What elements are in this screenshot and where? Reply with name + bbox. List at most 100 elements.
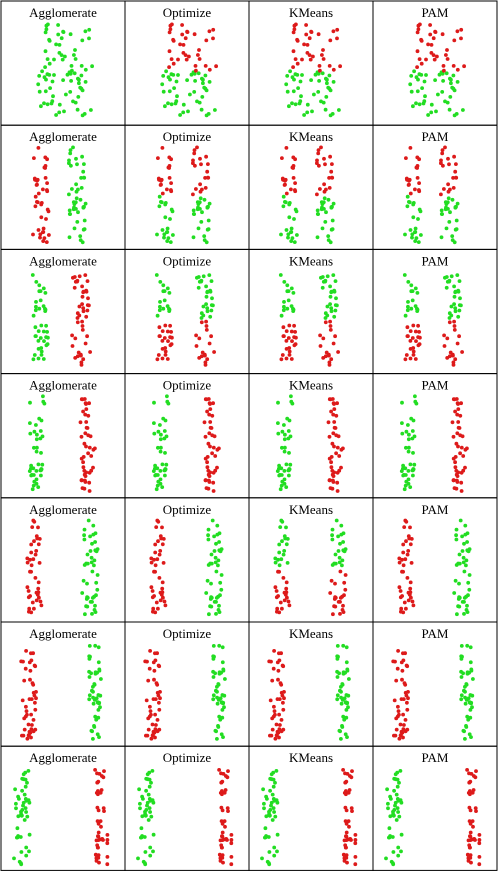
- point-green: [411, 201, 416, 205]
- point-red: [156, 606, 160, 611]
- point-green: [462, 541, 466, 546]
- point-green: [37, 289, 42, 294]
- point-green: [207, 273, 212, 277]
- point-red: [394, 678, 399, 683]
- point-red: [81, 409, 85, 414]
- point-green: [263, 826, 268, 831]
- point-green: [463, 695, 467, 700]
- point-red: [151, 609, 155, 614]
- point-red: [401, 651, 405, 656]
- point-red: [332, 407, 337, 411]
- point-green: [279, 232, 283, 237]
- point-red: [43, 176, 48, 180]
- point-green: [305, 102, 310, 107]
- point-green: [158, 469, 163, 473]
- point-green: [408, 462, 413, 467]
- point-green: [75, 162, 79, 167]
- point-red: [206, 441, 211, 446]
- point-red: [222, 819, 227, 823]
- point-red: [29, 550, 34, 555]
- point-green: [458, 296, 462, 301]
- point-red: [456, 444, 460, 449]
- point-red: [317, 163, 321, 168]
- point-red: [153, 563, 158, 568]
- point-red: [404, 156, 408, 161]
- panel-title: PAM: [422, 5, 449, 20]
- point-green: [219, 547, 224, 551]
- point-green: [207, 201, 212, 206]
- point-green: [332, 314, 337, 319]
- point-green: [37, 306, 42, 311]
- point-red: [29, 542, 34, 547]
- point-green: [445, 100, 450, 105]
- point-green: [33, 325, 38, 330]
- point-red: [455, 401, 460, 405]
- point-green: [76, 187, 80, 192]
- point-green: [92, 594, 96, 599]
- point-red: [170, 335, 174, 340]
- point-green: [411, 104, 415, 109]
- point-green: [92, 682, 97, 687]
- point-green: [136, 856, 140, 861]
- point-red: [153, 550, 158, 555]
- point-red: [454, 175, 459, 180]
- point-green: [43, 30, 48, 35]
- point-green: [162, 436, 167, 441]
- point-green: [457, 279, 462, 283]
- point-green: [388, 834, 392, 838]
- point-green: [67, 235, 72, 240]
- point-green: [410, 436, 415, 441]
- point-red: [207, 401, 212, 405]
- point-red: [328, 591, 333, 595]
- point-red: [33, 194, 38, 199]
- point-green: [260, 856, 264, 861]
- point-red: [399, 606, 404, 611]
- point-green: [267, 809, 271, 814]
- panel-title: Optimize: [163, 253, 212, 268]
- point-green: [403, 313, 408, 318]
- point-red: [405, 552, 410, 557]
- point-green: [399, 469, 404, 473]
- point-red: [96, 808, 101, 813]
- point-green: [162, 232, 167, 237]
- point-red: [328, 154, 332, 159]
- point-green: [466, 696, 471, 701]
- point-green: [158, 280, 163, 284]
- point-green: [151, 849, 155, 854]
- point-red: [293, 330, 297, 334]
- point-green: [82, 563, 87, 567]
- point-green: [82, 537, 87, 542]
- point-green: [42, 339, 46, 343]
- point-red: [408, 191, 413, 196]
- point-red: [219, 771, 223, 776]
- point-red: [87, 489, 92, 493]
- point-green: [282, 437, 287, 442]
- point-red: [220, 853, 225, 857]
- point-green: [262, 806, 266, 811]
- point-red: [27, 733, 31, 737]
- point-green: [61, 78, 65, 82]
- point-green: [282, 469, 287, 473]
- point-red: [87, 445, 92, 450]
- point-green: [389, 859, 394, 864]
- point-red: [33, 204, 38, 209]
- point-green: [299, 94, 303, 99]
- point-green: [452, 113, 457, 118]
- point-green: [71, 200, 76, 205]
- point-red: [166, 339, 170, 343]
- point-red: [330, 175, 335, 180]
- point-red: [29, 651, 33, 656]
- point-red: [280, 353, 285, 357]
- point-green: [89, 108, 93, 112]
- point-red: [165, 357, 170, 361]
- point-green: [21, 800, 26, 805]
- point-red: [20, 733, 24, 738]
- point-green: [166, 101, 170, 106]
- point-red: [329, 578, 334, 583]
- point-green: [468, 715, 473, 720]
- point-red: [192, 151, 197, 156]
- point-green: [335, 669, 339, 674]
- point-green: [458, 518, 463, 523]
- point-green: [329, 205, 334, 210]
- panel-title: Optimize: [163, 502, 212, 517]
